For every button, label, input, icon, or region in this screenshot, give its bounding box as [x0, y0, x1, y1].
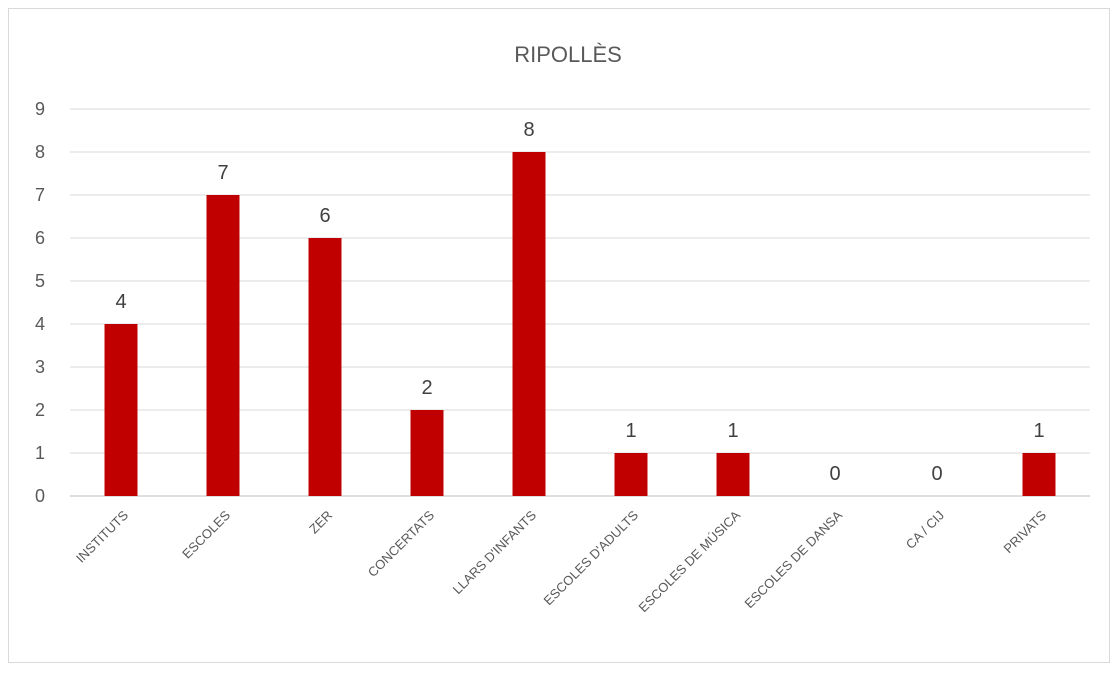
- x-tick-label: ESCOLES: [179, 507, 233, 561]
- x-tick-label: LLARS D'INFANTS: [450, 507, 540, 597]
- y-axis: 0 1 2 3 4 5 6 7 8 9: [35, 99, 45, 506]
- x-tick-label: INSTITUTS: [73, 507, 131, 565]
- y-tick-label: 4: [35, 314, 45, 334]
- data-label: 4: [115, 291, 126, 313]
- y-tick-label: 8: [35, 142, 45, 162]
- data-label: 2: [421, 377, 432, 399]
- bar: [104, 324, 138, 496]
- data-label: 0: [931, 463, 942, 485]
- data-label: 6: [319, 205, 330, 227]
- bars: [104, 152, 1056, 496]
- bar: [614, 453, 648, 496]
- grid-layer: [70, 108, 1090, 497]
- data-label: 1: [625, 420, 636, 442]
- x-tick-label: CA / CIJ: [903, 508, 947, 552]
- bar: [1022, 453, 1056, 496]
- x-tick-label: ESCOLES DE DANSA: [742, 507, 846, 611]
- y-tick-label: 1: [35, 443, 45, 463]
- y-tick-label: 6: [35, 228, 45, 248]
- data-labels: 4 7 6 2 8 1 1 0 0 1: [115, 119, 1044, 485]
- data-label: 7: [217, 162, 228, 184]
- y-tick-label: 3: [35, 357, 45, 377]
- x-tick-label: ESCOLES DE MÚSICA: [635, 507, 743, 615]
- y-tick-label: 9: [35, 99, 45, 119]
- bar: [308, 238, 342, 496]
- x-tick-label: PRIVATS: [1001, 507, 1050, 556]
- data-label: 0: [829, 463, 840, 485]
- x-tick-label: CONCERTATS: [365, 507, 438, 580]
- x-tick-label: ESCOLES D'ADULTS: [541, 507, 642, 608]
- x-axis: INSTITUTS ESCOLES ZER CONCERTATS LLARS D'INF…: [73, 507, 1049, 615]
- x-tick-label: ZER: [306, 508, 335, 537]
- y-tick-label: 5: [35, 271, 45, 291]
- bar: [206, 195, 240, 496]
- bar: [410, 410, 444, 496]
- y-tick-label: 2: [35, 400, 45, 420]
- bar: [512, 152, 546, 496]
- y-tick-label: 7: [35, 185, 45, 205]
- y-tick-label: 0: [35, 486, 45, 506]
- data-label: 1: [1033, 420, 1044, 442]
- bar: [716, 453, 750, 496]
- data-label: 1: [727, 420, 738, 442]
- data-label: 8: [523, 119, 534, 141]
- chart-title: RIPOLLÈS: [514, 42, 622, 67]
- chart-frame: [8, 8, 1110, 663]
